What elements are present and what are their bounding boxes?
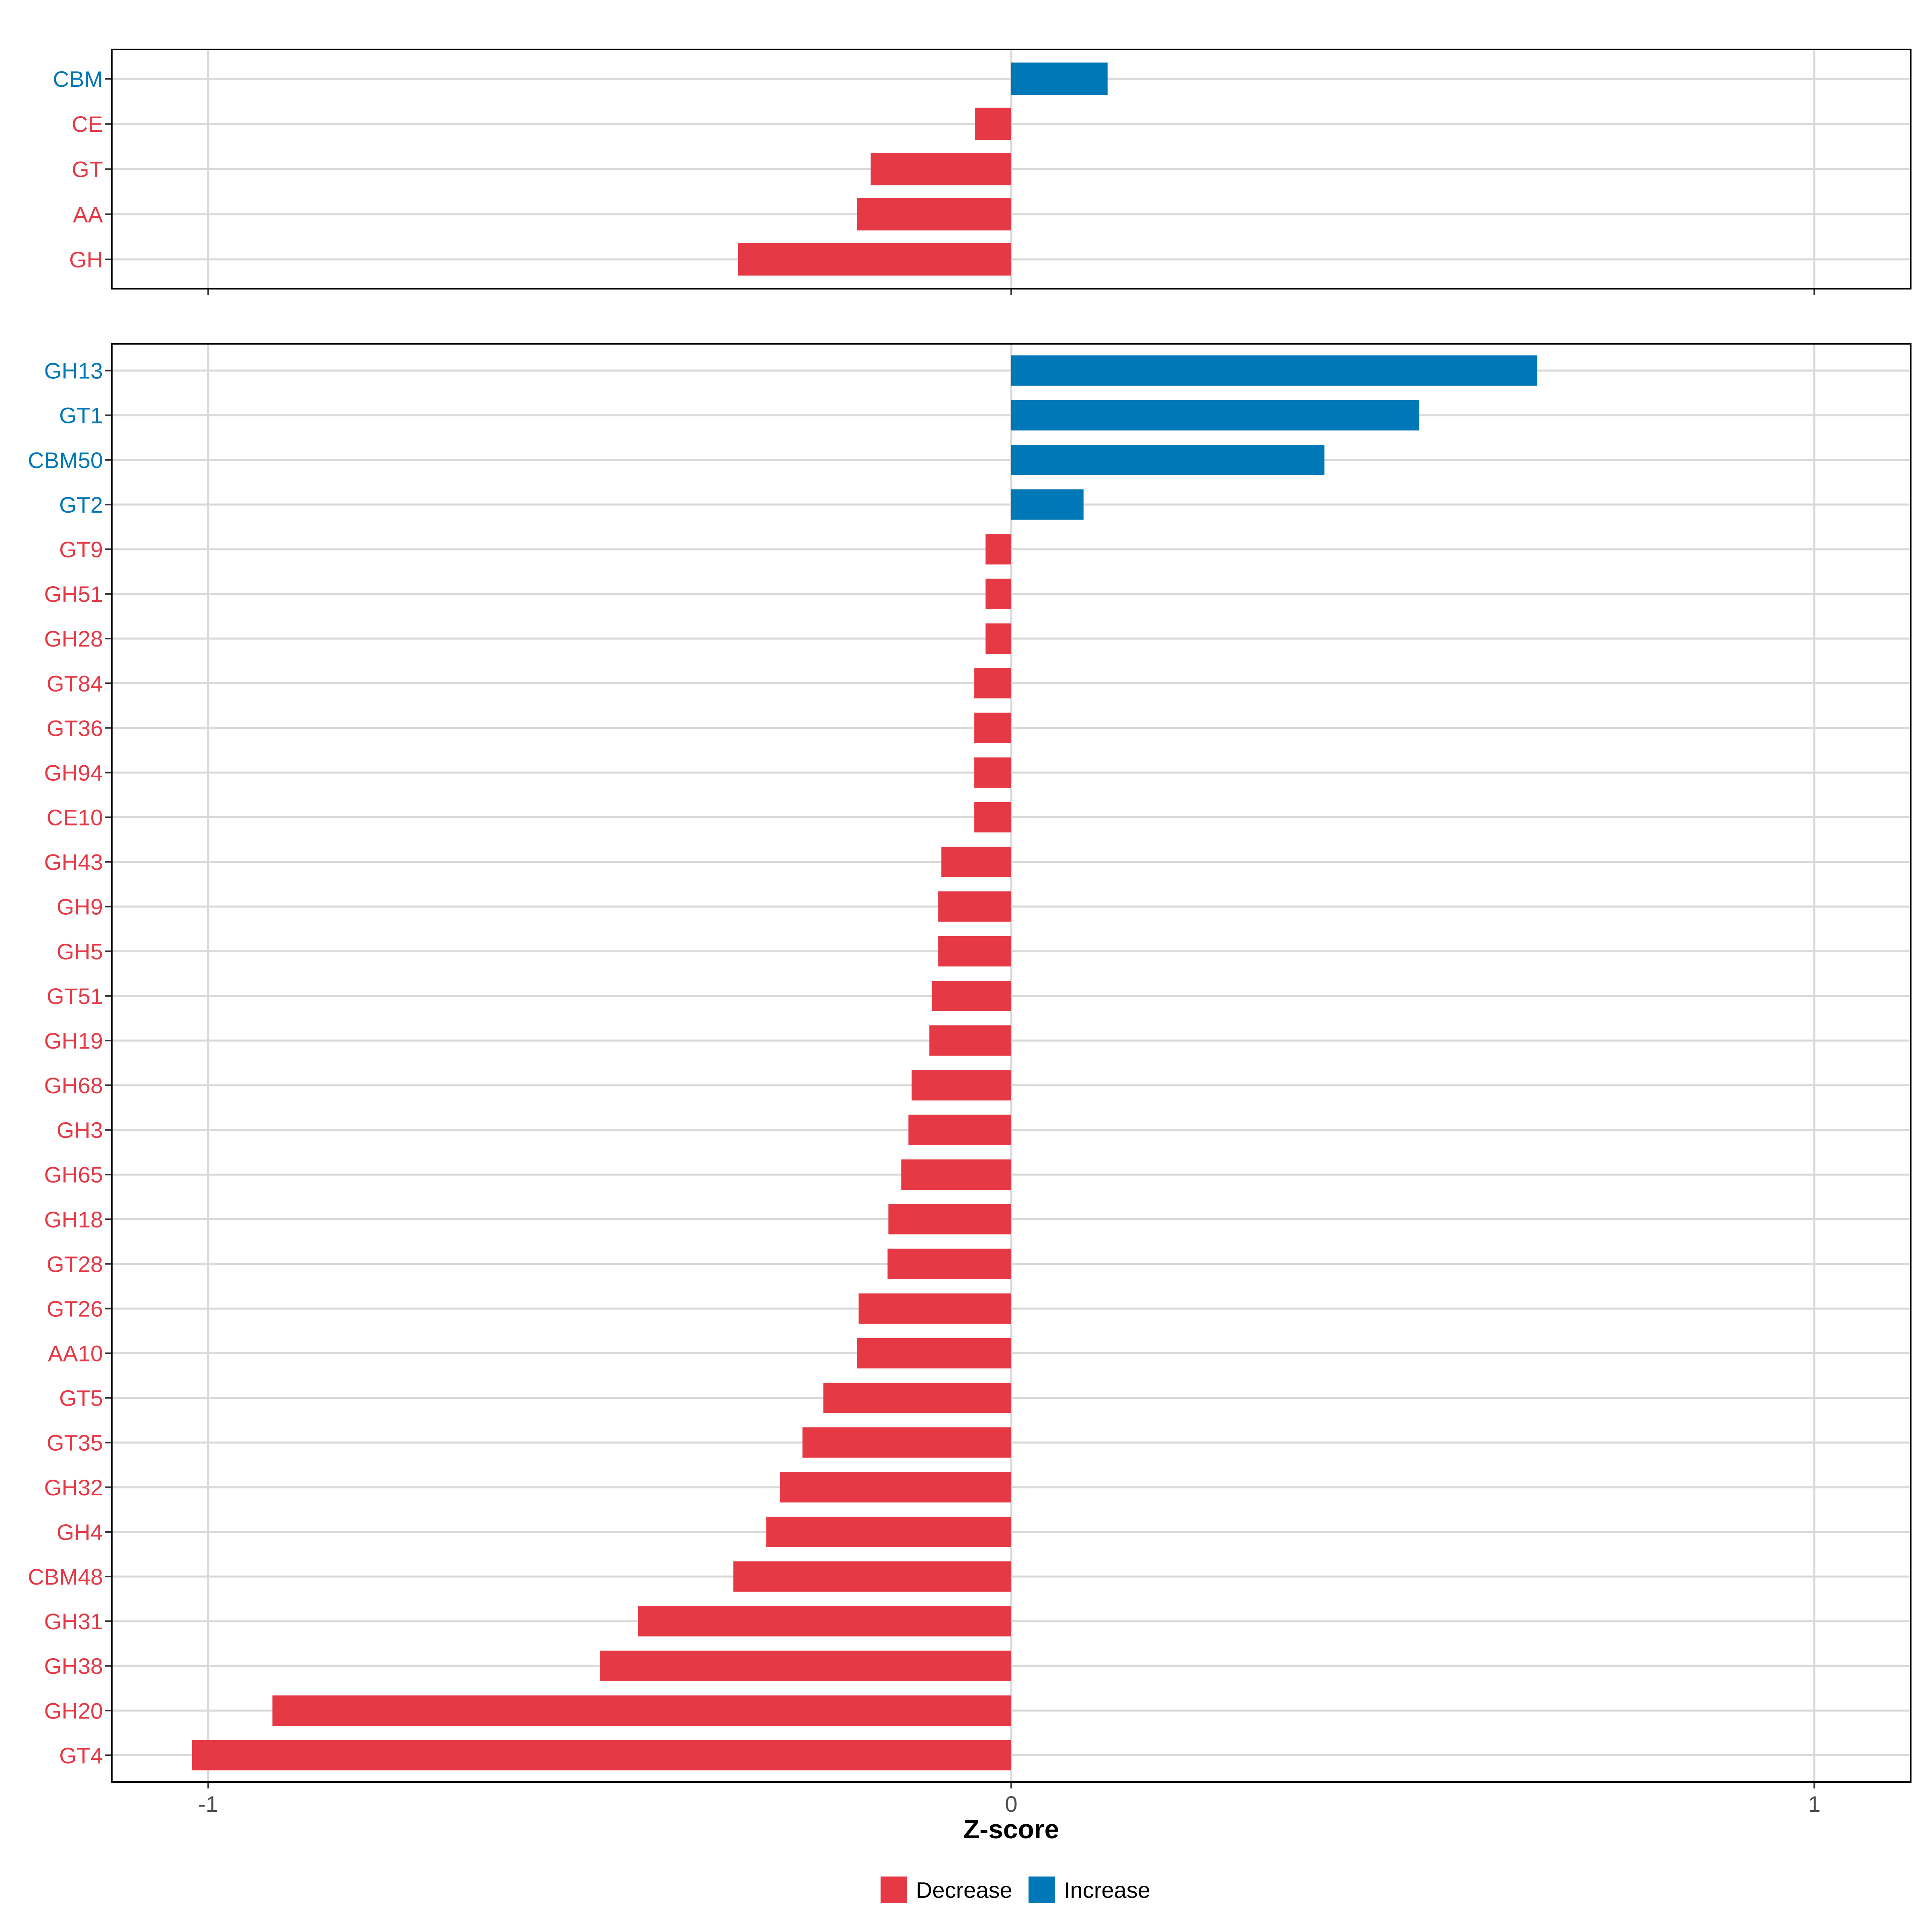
bar-GT4 [192,1740,1011,1771]
category-label-GH38: GH38 [44,1653,103,1679]
category-label-GH31: GH31 [44,1609,103,1634]
bar-GH4 [766,1517,1011,1547]
category-label-GH9: GH9 [57,894,103,920]
bar-GT36 [974,712,1011,743]
bar-GH5 [938,936,1011,967]
category-label-GH68: GH68 [44,1073,103,1098]
bar-GH18 [888,1204,1011,1235]
category-label-AA10: AA10 [48,1341,103,1366]
bar-CE [975,107,1011,140]
category-label-GT4: GT4 [59,1743,103,1768]
category-label-GH3: GH3 [57,1117,103,1143]
category-label-GH19: GH19 [44,1028,103,1053]
bar-AA [857,198,1011,231]
bar-GT84 [974,668,1011,699]
category-label-GT2: GT2 [59,492,103,517]
bar-GT35 [802,1427,1011,1458]
category-label-CBM50: CBM50 [28,448,103,473]
bar-GH20 [272,1695,1011,1726]
category-label-GH20: GH20 [44,1698,103,1723]
category-label-GT51: GT51 [47,983,103,1009]
category-label-CBM: CBM [53,66,103,92]
category-label-GH18: GH18 [44,1207,103,1232]
category-label-GT9: GT9 [59,537,103,562]
category-label-GT: GT [72,157,103,182]
bar-CE10 [974,802,1011,833]
bar-GT [871,153,1011,185]
bar-GH32 [780,1472,1011,1503]
category-label-GH: GH [69,247,103,272]
bar-GT5 [823,1382,1011,1413]
bar-GH3 [908,1115,1011,1145]
bar-GH68 [912,1070,1011,1100]
legend-label-decrease: Decrease [916,1877,1012,1903]
legend: Decrease Increase [881,1877,1150,1903]
x-tick-label-2: 1 [1808,1791,1821,1817]
bar-GT1 [1011,400,1419,431]
x-axis-title: Z-score [963,1814,1059,1844]
legend-key-increase [1029,1877,1055,1903]
category-label-GH51: GH51 [44,581,103,607]
category-label-GT36: GT36 [47,715,103,741]
category-label-GT84: GT84 [47,671,103,696]
category-label-GT26: GT26 [47,1296,103,1321]
bar-GT26 [858,1293,1011,1324]
bar-AA10 [857,1338,1011,1369]
panel-frame-bottom [111,343,1912,1783]
category-label-GH13: GH13 [44,358,103,384]
legend-label-increase: Increase [1064,1877,1150,1903]
bar-GT9 [986,534,1011,565]
category-label-GH94: GH94 [44,760,103,785]
bottom-panel: GH13 GT1 CBM50 GT2 GT9 GH51 GH28 GT84 GT36 GH94 CE… [28,343,1912,1788]
bar-CBM50 [1011,445,1324,475]
category-label-GH32: GH32 [44,1475,103,1500]
top-panel: CBM CE GT AA GH [53,49,1912,295]
bar-GH31 [638,1606,1011,1636]
bar-GH9 [938,891,1011,922]
legend-key-decrease [881,1877,907,1903]
bar-GT51 [932,981,1011,1011]
bar-GH94 [974,757,1011,788]
x-tick-label-0: -1 [198,1791,218,1817]
category-label-GT28: GT28 [47,1251,103,1277]
bar-CBM48 [733,1561,1011,1592]
category-label-GH28: GH28 [44,626,103,651]
x-axis: -1 0 1 [198,1791,1821,1817]
x-tick-label-1: 0 [1005,1791,1017,1817]
bar-CBM [1011,62,1108,95]
category-label-CE: CE [72,111,103,137]
category-label-GT5: GT5 [59,1386,103,1411]
category-label-GT1: GT1 [59,403,103,428]
bar-GH43 [941,846,1011,877]
category-label-GH5: GH5 [57,939,103,964]
panel-frame-top [111,49,1912,289]
category-label-CE10: CE10 [47,805,103,830]
category-label-GH43: GH43 [44,850,103,875]
category-label-GT35: GT35 [47,1430,103,1456]
category-label-CBM48: CBM48 [28,1564,103,1589]
category-label-GH4: GH4 [57,1519,103,1545]
bar-GH51 [986,579,1011,609]
bar-GH65 [901,1159,1011,1190]
bar-GH28 [986,623,1011,654]
category-label-AA: AA [73,202,103,227]
bar-GH38 [600,1651,1011,1681]
bar-GH [738,243,1011,276]
bar-GH19 [929,1025,1011,1056]
category-label-GH65: GH65 [44,1162,103,1187]
bar-GT2 [1011,489,1084,520]
bar-GT28 [887,1248,1011,1279]
bar-GH13 [1011,355,1538,386]
